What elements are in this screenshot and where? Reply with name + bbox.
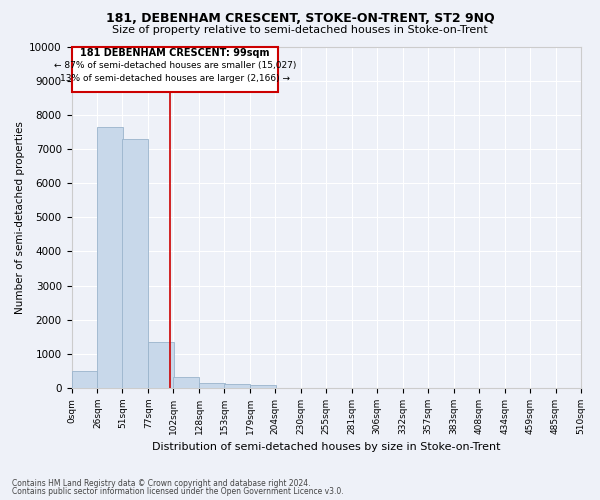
Text: Contains public sector information licensed under the Open Government Licence v3: Contains public sector information licen…: [12, 487, 344, 496]
Text: 181 DEBENHAM CRESCENT: 99sqm: 181 DEBENHAM CRESCENT: 99sqm: [80, 48, 270, 58]
Bar: [71, 371, 97, 388]
Text: ← 87% of semi-detached houses are smaller (15,027): ← 87% of semi-detached houses are smalle…: [54, 62, 296, 70]
Text: 181, DEBENHAM CRESCENT, STOKE-ON-TRENT, ST2 9NQ: 181, DEBENHAM CRESCENT, STOKE-ON-TRENT, …: [106, 12, 494, 26]
Text: Contains HM Land Registry data © Crown copyright and database right 2024.: Contains HM Land Registry data © Crown c…: [12, 478, 311, 488]
Bar: [173, 378, 199, 388]
Bar: [122, 140, 148, 388]
FancyBboxPatch shape: [72, 46, 278, 92]
X-axis label: Distribution of semi-detached houses by size in Stoke-on-Trent: Distribution of semi-detached houses by …: [152, 442, 500, 452]
Text: Size of property relative to semi-detached houses in Stoke-on-Trent: Size of property relative to semi-detach…: [112, 25, 488, 35]
Bar: [250, 385, 276, 388]
Bar: [148, 342, 175, 388]
Y-axis label: Number of semi-detached properties: Number of semi-detached properties: [15, 121, 25, 314]
Bar: [224, 384, 250, 388]
Text: 13% of semi-detached houses are larger (2,166) →: 13% of semi-detached houses are larger (…: [60, 74, 290, 83]
Bar: [199, 382, 225, 388]
Bar: [97, 127, 124, 388]
